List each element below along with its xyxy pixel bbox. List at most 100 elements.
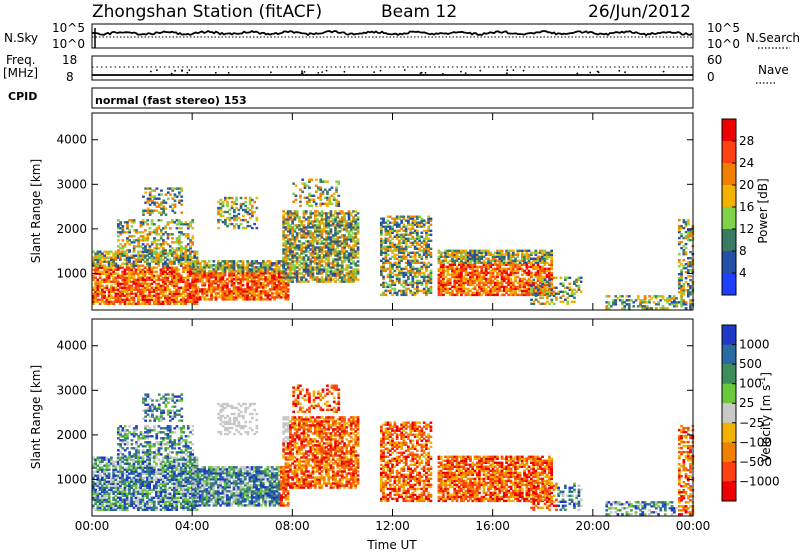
power-cell (478, 281, 481, 285)
power-cell (393, 291, 397, 295)
power-cell (186, 298, 190, 301)
power-cell (310, 204, 314, 207)
power-cell (161, 294, 165, 297)
power-cell (191, 237, 195, 240)
power-cell (96, 286, 100, 289)
power-cell (273, 262, 276, 265)
power-cell (177, 276, 181, 279)
power-cell (570, 292, 574, 295)
power-cell (337, 194, 341, 197)
power-cell (300, 262, 303, 265)
power-cell (96, 262, 100, 265)
power-cell (264, 294, 267, 297)
power-cell (186, 256, 190, 259)
power-cell (413, 229, 417, 232)
power-cell (159, 302, 163, 305)
power-cell (150, 296, 154, 299)
power-cell (112, 300, 115, 303)
power-cell (291, 238, 294, 241)
power-cell (514, 277, 517, 281)
power-cell (302, 228, 306, 231)
power-cell (239, 290, 243, 293)
power-cell (302, 212, 306, 215)
power-cell (94, 252, 97, 255)
power-cell (155, 302, 158, 305)
power-cell (139, 282, 142, 285)
power-cell (527, 259, 531, 262)
power-cell (175, 227, 179, 230)
power-cell (566, 296, 569, 299)
power-cell (411, 225, 415, 228)
power-cell (155, 286, 158, 289)
power-cell (420, 255, 424, 258)
power-cell (277, 270, 281, 273)
power-cell (338, 218, 342, 221)
power-cell (121, 239, 125, 242)
power-cell (309, 242, 313, 245)
nave-dot (181, 69, 183, 72)
power-cell (500, 249, 504, 252)
power-cell (325, 270, 328, 273)
power-cell (244, 274, 247, 277)
power-cell (518, 249, 522, 252)
power-cell (654, 303, 658, 306)
power-cell (311, 278, 315, 281)
power-cell (282, 272, 285, 275)
power-cell (536, 275, 540, 279)
power-cell (356, 228, 360, 231)
power-cell (507, 257, 511, 260)
power-cell (148, 213, 152, 216)
power-cell (112, 302, 115, 305)
power-cell (484, 263, 488, 266)
power-cell (518, 265, 522, 269)
power-cell (141, 219, 145, 222)
power-cell (413, 273, 417, 277)
power-cell (682, 265, 686, 268)
power-cell (411, 285, 415, 289)
power-cell (162, 211, 166, 214)
power-cell (668, 297, 672, 300)
power-cell (409, 283, 412, 287)
power-cell (284, 278, 288, 281)
power-cell (291, 246, 294, 249)
power-cell (389, 215, 392, 218)
power-cell (393, 269, 397, 273)
power-cell (293, 254, 297, 257)
power-cell (411, 217, 415, 220)
power-cell (354, 232, 358, 235)
power-cell (164, 286, 167, 289)
power-cell (177, 260, 181, 263)
power-cell (312, 200, 316, 203)
power-cell (141, 276, 145, 279)
power-cell (386, 245, 390, 248)
power-cell (130, 219, 134, 222)
power-cell (266, 266, 270, 269)
power-cell (451, 285, 454, 289)
power-cell (177, 286, 181, 289)
power-cell (177, 239, 181, 242)
power-cell (532, 283, 535, 287)
power-cell (464, 269, 468, 273)
power-cell (349, 230, 353, 233)
power-cell (307, 258, 310, 261)
power-cell (684, 246, 688, 250)
power-cell (539, 275, 542, 279)
power-cell (684, 242, 688, 246)
power-cell (442, 293, 445, 297)
power-cell (437, 267, 441, 271)
power-cell (241, 290, 245, 293)
power-cell (487, 271, 490, 275)
power-cell (146, 219, 149, 222)
power-cell (123, 268, 127, 271)
power-cell (164, 278, 167, 281)
power-cell (239, 280, 243, 283)
power-cell (182, 262, 185, 265)
power-cell (500, 259, 504, 262)
power-cell (96, 278, 100, 281)
power-cell (237, 292, 240, 295)
power-cell (175, 274, 179, 277)
power-cell (148, 195, 152, 198)
power-cell (349, 276, 353, 279)
power-cell (502, 271, 506, 275)
power-cell (354, 214, 358, 217)
